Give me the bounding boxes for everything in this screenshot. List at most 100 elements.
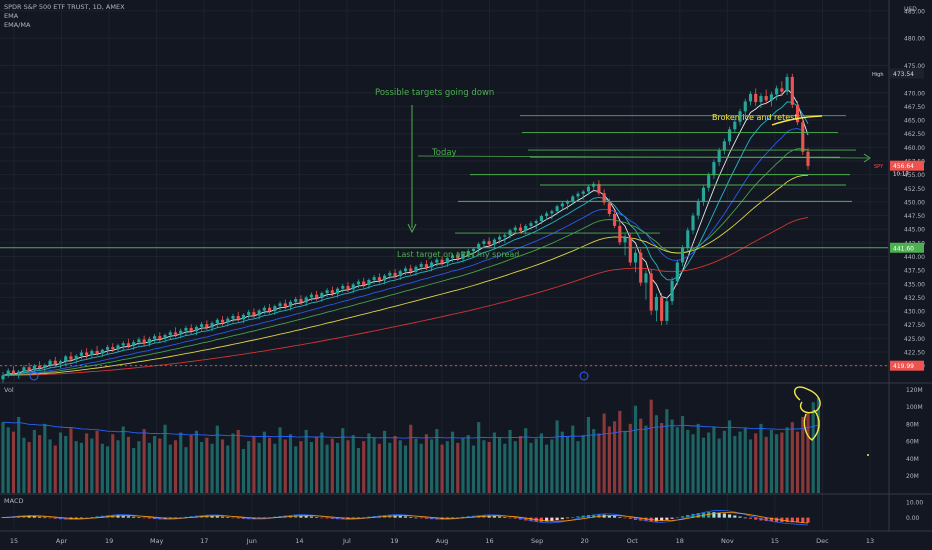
high-tag: High [872, 72, 884, 78]
candle-body [482, 241, 486, 244]
volume-bar [592, 429, 596, 493]
candle-body [335, 288, 340, 294]
macd-bar [529, 517, 533, 522]
arrow-down-icon [407, 223, 417, 234]
candle-body [628, 237, 632, 263]
volume-bar [403, 445, 408, 493]
volume-bar [236, 429, 240, 493]
candle-body [424, 264, 428, 268]
macd-bar [320, 517, 324, 519]
volume-bar [163, 424, 167, 493]
candle-body [524, 225, 528, 231]
volume-bar [189, 435, 193, 493]
time-tick-label: Nov [721, 537, 734, 545]
indicator-ema-label[interactable]: EMA [4, 12, 19, 20]
macd-bar [686, 515, 690, 518]
volume-bar [701, 437, 706, 493]
volume-tick-label: 60M [906, 439, 919, 446]
volume-bar [712, 426, 716, 493]
volume-bar [69, 428, 73, 493]
candle-body [372, 277, 376, 280]
candle-body [801, 122, 805, 152]
volume-bar [200, 442, 204, 493]
volume-pane-label[interactable]: Vol [4, 386, 14, 394]
candle-body [539, 216, 543, 222]
annotation-today: Today [431, 148, 457, 158]
macd-bar [273, 516, 277, 518]
annotation-targets: Possible targets going down [375, 88, 494, 98]
candle-body [780, 88, 784, 92]
arrow-right-icon [863, 153, 871, 163]
volume-bar [816, 397, 821, 493]
macd-bar [116, 515, 120, 518]
candle-body [32, 365, 36, 370]
macd-bar [210, 515, 214, 518]
volume-bar [602, 413, 606, 493]
candlestick-series [1, 73, 810, 383]
volume-bar [205, 437, 209, 493]
macd-bar [147, 517, 151, 519]
volume-bar [22, 437, 26, 493]
volume-bar [498, 437, 502, 493]
time-tick-label: 15 [771, 537, 779, 545]
volume-bar [660, 423, 664, 493]
candle-body [346, 285, 350, 290]
candle-body [362, 281, 366, 285]
candle-body [743, 101, 747, 112]
volume-bar [560, 431, 564, 493]
candle-body [440, 259, 444, 264]
candle-body [701, 187, 706, 202]
candle-body [179, 330, 183, 335]
macd-bar [592, 514, 596, 518]
macd-bar [226, 517, 230, 518]
candle-body [252, 312, 256, 316]
price-tick-label: 455.00 [904, 172, 925, 179]
volume-bar [398, 440, 402, 493]
macd-bar [367, 516, 371, 518]
low-price-badge: 419.99 [893, 363, 914, 370]
volume-bar [179, 432, 183, 493]
indicator-emama-label[interactable]: EMA/MA [4, 21, 31, 29]
retest-curve [771, 115, 823, 126]
candle-body [733, 121, 737, 130]
macd-bar [409, 517, 413, 518]
macd-bar [795, 517, 800, 523]
candle-body [168, 332, 172, 336]
candle-body [79, 352, 83, 356]
candle-body [738, 111, 742, 122]
macd-bar [461, 516, 465, 518]
macd-bar [550, 517, 554, 521]
macd-pane-label[interactable]: MACD [4, 497, 24, 505]
candle-body [461, 253, 465, 259]
volume-bar [639, 418, 643, 493]
macd-bar [607, 515, 611, 518]
candle-body [456, 255, 460, 259]
volume-bar [132, 448, 136, 493]
volume-bar [147, 442, 151, 493]
candle-body [64, 356, 68, 362]
time-tick-label: Apr [56, 537, 68, 545]
volume-ma-line [2, 421, 819, 439]
candle-body [268, 307, 272, 312]
macd-bar [142, 517, 146, 519]
currency-label: USD [904, 6, 917, 13]
volume-bar [733, 435, 737, 493]
volume-bar [524, 428, 528, 493]
volume-bar [315, 436, 319, 493]
symbol-title: SPDR S&P 500 ETF TRUST, 1D, AMEX [4, 3, 125, 11]
volume-bar [675, 427, 679, 493]
volume-bar [576, 441, 580, 493]
time-tick-label: Aug [436, 537, 449, 545]
macd-bar [633, 517, 638, 520]
volume-bar [785, 427, 789, 493]
candle-body [712, 162, 716, 176]
price-tick-label: 427.50 [904, 322, 925, 329]
macd-bar [576, 516, 580, 518]
volume-bar [607, 426, 611, 493]
candle-body [294, 299, 298, 302]
volume-circle-doodle [793, 386, 821, 441]
volume-bar [372, 437, 376, 493]
candle-body [398, 271, 402, 277]
volume-bar [116, 440, 120, 493]
